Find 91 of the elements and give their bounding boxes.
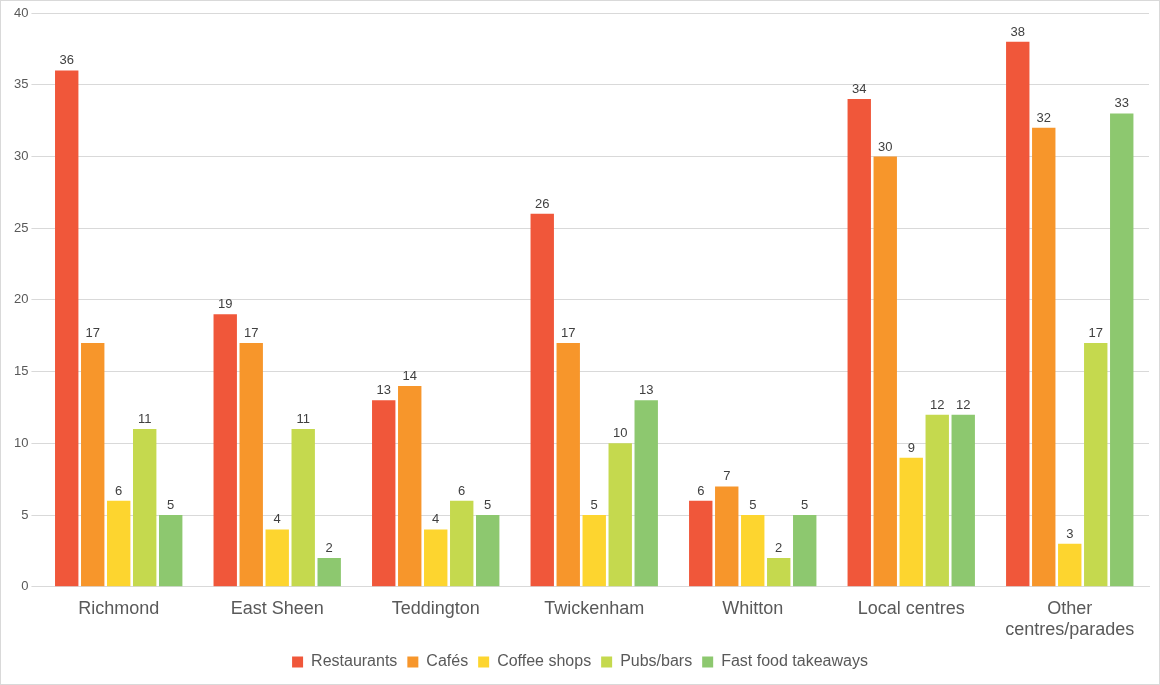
x-tick-label: Other centres/parades [1005,597,1135,640]
data-label: 10 [612,425,628,441]
bar [530,213,554,587]
data-label: 5 [484,497,492,513]
data-label: 5 [801,497,809,513]
y-tick-label: 10 [13,434,29,450]
bar [424,529,448,587]
data-label: 33 [1114,95,1129,111]
y-tick-label: 35 [13,76,29,92]
data-label: 17 [1088,325,1103,341]
data-label: 38 [1010,23,1025,39]
bar [398,385,422,587]
bar [213,314,237,587]
bar [1006,41,1030,587]
data-label: 13 [376,382,391,398]
data-label: 19 [217,296,233,312]
bar [582,515,606,587]
data-label: 34 [852,81,867,97]
y-tick-label: 5 [21,506,29,522]
y-tick-label: 40 [13,4,29,20]
data-label: 5 [749,497,757,513]
data-label: 4 [273,511,281,527]
data-label: 30 [878,138,893,154]
data-label: 4 [432,511,440,527]
data-label: 7 [723,468,731,484]
data-label: 6 [458,482,466,498]
x-tick-label: Local centres [857,597,965,618]
bar [317,558,341,587]
data-label: 5 [590,497,598,513]
x-tick-label: East Sheen [230,597,324,618]
data-label: 11 [137,411,152,427]
bar [793,515,817,587]
bar [450,500,474,587]
bar [1058,543,1082,587]
data-label: 5 [167,497,175,513]
data-label: 14 [402,368,417,384]
bar [372,400,396,587]
data-label: 26 [535,195,550,211]
data-label: 11 [296,411,310,427]
bar [925,414,949,587]
bar [1032,127,1056,587]
bar [239,342,263,587]
data-label: 32 [1036,109,1051,125]
y-tick-label: 25 [13,219,29,235]
data-label: 2 [325,540,333,556]
data-label: 12 [956,396,971,412]
data-label: 36 [59,52,74,68]
y-tick-label: 0 [21,578,29,594]
data-label: 13 [638,382,654,398]
legend-label: Pubs/bars [620,652,693,670]
legend-label: Coffee shops [497,652,592,670]
data-label: 6 [697,482,705,498]
legend-label: Cafés [426,652,469,670]
bar [1110,113,1134,587]
bar [847,99,871,587]
data-label: 9 [907,439,915,455]
y-tick-label: 30 [13,148,29,164]
data-label: 17 [561,325,576,341]
bar [951,414,975,587]
legend-label: Restaurants [311,652,398,670]
bar [81,342,105,587]
y-tick-label: 15 [13,363,29,379]
bar [741,515,765,587]
bar [291,429,315,587]
bar [476,515,500,587]
bar [1084,342,1108,587]
data-label: 12 [930,396,945,412]
bar [107,500,131,587]
bar [634,400,658,587]
x-tick-label: Twickenham [544,597,645,618]
data-label: 17 [85,325,100,341]
bar [873,156,897,587]
y-tick-label: 20 [13,291,29,307]
x-tick-label: Richmond [78,597,160,618]
bar [689,500,713,587]
bar [133,429,157,587]
bar [899,457,923,587]
bar [715,486,739,587]
data-label: 3 [1066,525,1074,541]
x-tick-label: Whitton [722,597,784,618]
x-tick-label: Teddington [391,597,480,618]
bar [159,515,183,587]
bar [556,342,580,587]
data-label: 6 [115,482,123,498]
bar [767,558,791,587]
data-label: 2 [775,540,783,556]
legend-label: Fast food takeaways [721,652,868,670]
data-label: 17 [243,325,259,341]
bar [55,70,79,587]
bar [265,529,289,587]
bar [608,443,632,587]
